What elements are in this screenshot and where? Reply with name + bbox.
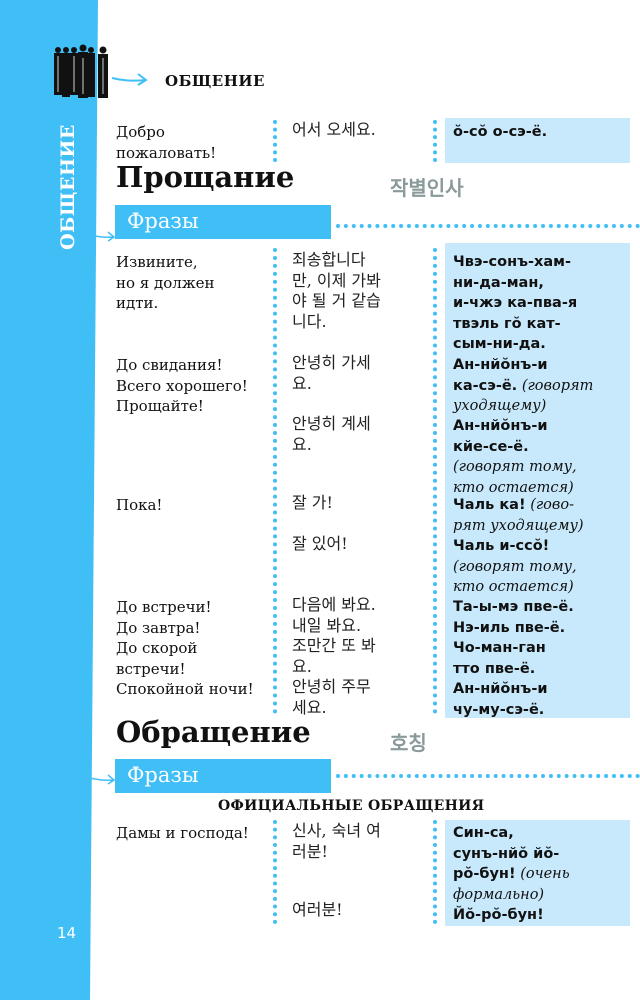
transliteration-box	[445, 243, 630, 718]
vertical-label-text: ОБЩЕНИЕ	[57, 124, 79, 250]
chapter-vertical-label: ОБЩЕНИЕ	[44, 124, 92, 250]
column-divider	[273, 820, 277, 924]
phrases-label: Фразы	[127, 209, 199, 233]
transliteration-text: Йŏ-рŏ-бун!	[453, 907, 544, 923]
transliteration-box	[445, 820, 630, 926]
section-title-korean: 작별인사	[390, 176, 464, 200]
column-divider	[433, 120, 437, 162]
column-divider	[433, 820, 437, 924]
phrases-banner: Фразы	[115, 205, 331, 239]
page-number: 14	[57, 924, 77, 942]
section-title-address: Обращение	[116, 715, 311, 749]
transliteration-text: Чаль и-ссŏ!	[453, 538, 550, 554]
transliteration: Син-са, сунъ-нйŏ йŏ- рŏ-бун! (очень форм…	[453, 823, 570, 905]
russian-phrase: Пока!	[116, 496, 163, 514]
transliteration-text: Син-са, сунъ-нйŏ йŏ- рŏ-бун!	[453, 825, 560, 882]
russian-phrase: До встречи! До завтра! До скорой встречи…	[116, 598, 254, 698]
transliteration-text: Чаль ка!	[453, 497, 526, 513]
korean-phrase: 여러분!	[292, 900, 343, 919]
horizontal-divider	[336, 774, 640, 778]
korean-phrase: 잘 가!	[292, 493, 333, 512]
korean-phrase: 잘 있어!	[292, 534, 348, 553]
transliteration-text: Чвэ-сонъ-хам- ни-да-ман, и-чжэ ка-пва-я …	[453, 254, 578, 352]
korean-phrase: 신사, 숙녀 여 러분!	[292, 821, 381, 861]
russian-phrase: Дамы и господа!	[116, 824, 249, 842]
russian-phrase: Извините, но я должен идти.	[116, 253, 215, 312]
transliteration-text: ŏ-сŏ о-сэ-ё.	[453, 124, 548, 140]
subheading: ОФИЦИАЛЬНЫЕ ОБРАЩЕНИЯ	[218, 798, 485, 814]
transliteration: Ан-нйŏнъ-и кйе-се-ё. (говорят тому, кто …	[453, 416, 577, 498]
korean-phrase: 안녕히 가세 요.	[292, 353, 371, 393]
chapter-label: ОБЩЕНИЕ	[165, 72, 265, 90]
column-divider	[273, 248, 277, 714]
korean-phrase: 어서 오세요.	[292, 120, 376, 139]
russian-phrase: Добро пожаловать!	[116, 123, 217, 162]
transliteration: Йŏ-рŏ-бун!	[453, 905, 544, 926]
transliteration-box	[445, 118, 630, 163]
usage-note: (говорят уходящему)	[453, 377, 594, 415]
people-group-illustration	[54, 44, 108, 98]
usage-note: (говорят тому, кто остается)	[453, 558, 577, 596]
sidebar-band	[0, 0, 98, 1000]
phrases-banner: Фразы	[115, 759, 331, 793]
korean-phrase: 안녕히 계세 요.	[292, 414, 371, 454]
section-title-korean: 호칭	[390, 731, 427, 755]
column-divider	[433, 248, 437, 714]
usage-note: (говорят тому, кто остается)	[453, 459, 577, 496]
horizontal-divider	[336, 224, 640, 228]
transliteration: Чвэ-сонъ-хам- ни-да-ман, и-чжэ ка-пва-я …	[453, 252, 577, 355]
usage-note: (очень формально)	[453, 866, 570, 903]
russian-phrase: До свидания! Всего хорошего! Прощайте!	[116, 356, 248, 415]
transliteration: Та-ы-мэ пве-ё. Нэ-иль пве-ё. Чо-ман-ган …	[453, 597, 574, 720]
transliteration-text: Ан-нйŏнъ-и ка-сэ-ё.	[453, 357, 548, 394]
transliteration: Чаль ка! (гово- рят уходящему)	[453, 495, 584, 536]
arrow-icon	[90, 231, 116, 242]
korean-phrase: 죄송합니다 만, 이제 가봐 야 될 거 같습 니다.	[292, 250, 381, 331]
phrases-label: Фразы	[127, 763, 199, 787]
korean-phrase: 다음에 봐요. 내일 봐요. 조만간 또 봐 요. 안녕히 주무 세요.	[292, 595, 376, 717]
column-divider	[273, 120, 277, 162]
section-title-farewell: Прощание	[116, 160, 295, 194]
transliteration: ŏ-сŏ о-сэ-ё.	[453, 122, 547, 143]
arrow-icon	[111, 73, 148, 86]
transliteration-text: Ан-нйŏнъ-и кйе-се-ё.	[453, 418, 548, 455]
usage-note: (гово- рят уходящему)	[453, 497, 584, 534]
transliteration: Чаль и-ссŏ! (говорят тому, кто остается)	[453, 536, 577, 598]
arrow-icon	[90, 774, 116, 785]
transliteration: Ан-нйŏнъ-и ка-сэ-ё. (говорят уходящему)	[453, 355, 593, 417]
transliteration-text: Та-ы-мэ пве-ё. Нэ-иль пве-ё. Чо-ман-ган …	[453, 599, 574, 718]
